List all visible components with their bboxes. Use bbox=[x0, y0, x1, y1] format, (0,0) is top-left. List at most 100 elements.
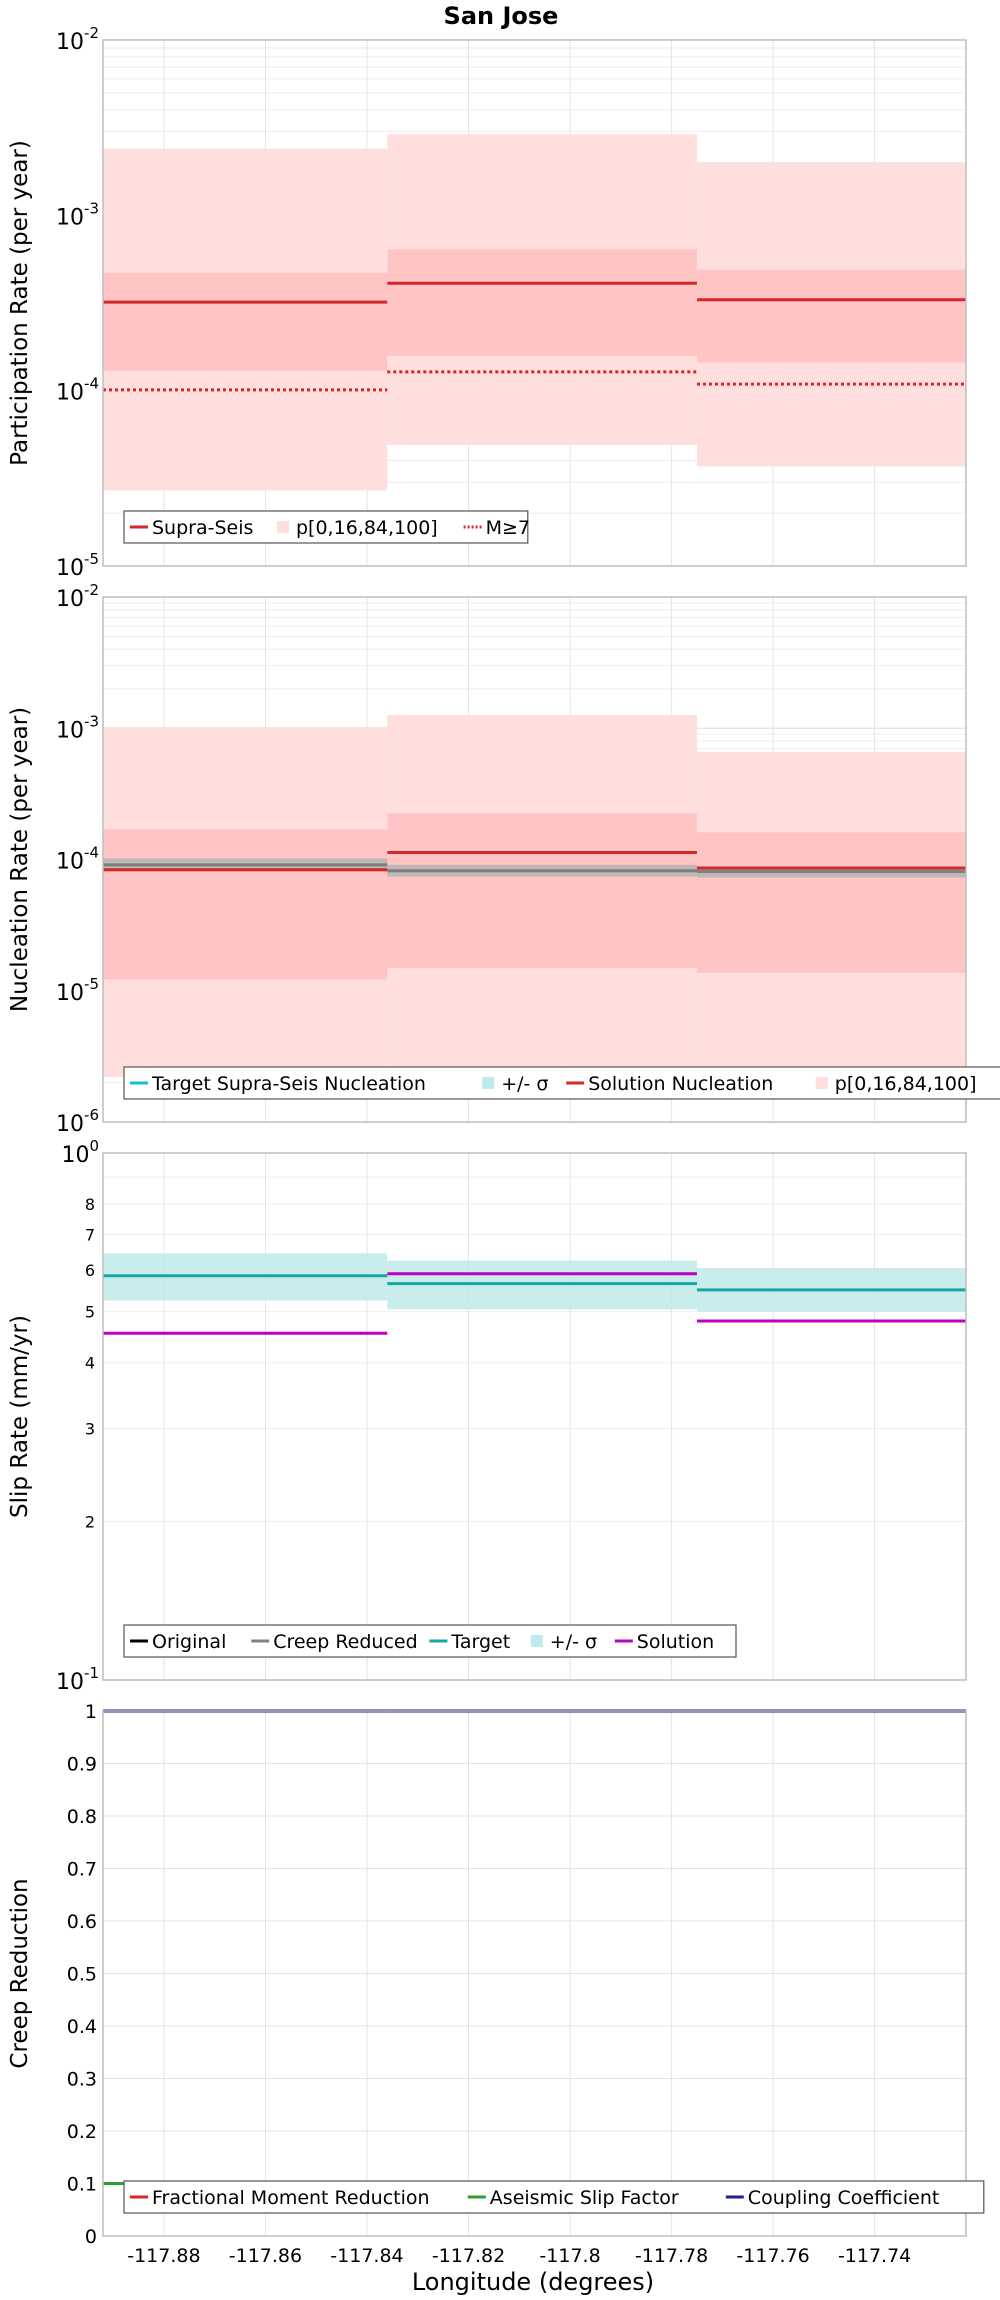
x-axis-label: Longitude (degrees) bbox=[412, 2268, 654, 2296]
y-tick-base: 10 bbox=[61, 1143, 89, 1168]
legend-label: Creep Reduced bbox=[273, 1631, 417, 1653]
legend-swatch-patch bbox=[482, 1077, 495, 1089]
plot-frame bbox=[102, 596, 967, 1123]
x-tick-label: -117.76 bbox=[736, 2245, 809, 2267]
y-tick-label: 0.1 bbox=[67, 2174, 97, 2196]
legend-box bbox=[123, 1066, 1000, 1100]
y-tick-exponent: -3 bbox=[84, 712, 99, 730]
legend: Original Creep Reduced Target +/- σ Solution bbox=[123, 1624, 737, 1658]
legend-label: Aseismic Slip Factor bbox=[490, 2187, 679, 2209]
y-tick-label: 7 bbox=[85, 1226, 95, 1245]
band-inner-segment bbox=[103, 829, 388, 980]
legend: Supra-Seis p[0,16,84,100] M≥7 bbox=[123, 510, 530, 544]
y-tick-label: 0.4 bbox=[67, 2016, 97, 2038]
band-inner-segment bbox=[696, 832, 966, 973]
y-tick-base: 10 bbox=[56, 205, 84, 230]
y-tick-base: 10 bbox=[56, 1670, 84, 1695]
legend-label: Target Supra-Seis Nucleation bbox=[151, 1073, 426, 1095]
x-tick-label: -117.78 bbox=[635, 2245, 708, 2267]
plot-frame bbox=[102, 1710, 967, 2237]
legend: Target Supra-Seis Nucleation +/- σ Solutio… bbox=[123, 1066, 1000, 1100]
legend-label: p[0,16,84,100] bbox=[296, 517, 438, 539]
y-tick-label: 0.6 bbox=[67, 1911, 97, 1933]
y-tick-exponent: -3 bbox=[84, 199, 99, 217]
y-axis-label: Creep Reduction bbox=[7, 1878, 33, 2068]
y-tick-label: 5 bbox=[85, 1303, 95, 1322]
y-tick-base: 10 bbox=[56, 30, 84, 55]
y-tick-label: 0 bbox=[85, 2226, 97, 2248]
y-tick-exponent: -4 bbox=[84, 375, 99, 393]
y-tick-label: 8 bbox=[85, 1195, 95, 1214]
legend-label: Fractional Moment Reduction bbox=[152, 2187, 430, 2209]
y-tick-label: 10-4 bbox=[56, 375, 99, 406]
x-tick-label: -117.84 bbox=[330, 2245, 403, 2267]
y-tick-label: 0.2 bbox=[67, 2121, 97, 2143]
legend: Fractional Moment Reduction Aseismic Slip… bbox=[123, 2180, 985, 2214]
y-tick-base: 10 bbox=[56, 981, 84, 1006]
legend-swatch-patch bbox=[277, 521, 289, 533]
legend-label: Coupling Coefficient bbox=[748, 2187, 940, 2209]
y-tick-base: 10 bbox=[56, 850, 84, 875]
y-tick-label: 100 bbox=[61, 1137, 99, 1168]
band-inner-segment bbox=[696, 269, 966, 363]
y-tick-label: 10-4 bbox=[56, 844, 99, 875]
legend-label: Solution Nucleation bbox=[588, 1073, 773, 1095]
chart-title: San Jose bbox=[444, 2, 559, 30]
legend-label: Original bbox=[152, 1631, 226, 1653]
panel-4: 0 0.1 0.2 0.3 0.4 0.5 0.6 0.7 0.8 0.9 1 Creep Reduc… bbox=[7, 1701, 985, 2267]
y-tick-label: 0.7 bbox=[67, 1859, 97, 1881]
y-tick-label: 2 bbox=[85, 1512, 95, 1531]
y-tick-label: 10-2 bbox=[56, 581, 99, 612]
legend-label: Solution bbox=[637, 1631, 714, 1653]
y-tick-label: 0.5 bbox=[67, 1964, 97, 1986]
y-axis-label: Slip Rate (mm/yr) bbox=[7, 1315, 33, 1518]
y-tick-label: 1 bbox=[85, 1701, 97, 1723]
y-tick-label: 0.8 bbox=[67, 1806, 97, 1828]
y-tick-label: 0.9 bbox=[67, 1754, 97, 1776]
legend-box bbox=[123, 510, 529, 544]
y-tick-exponent: -6 bbox=[84, 1106, 99, 1124]
legend-label: +/- σ bbox=[550, 1631, 597, 1653]
y-tick-label: 3 bbox=[85, 1420, 95, 1439]
y-tick-exponent: -5 bbox=[84, 975, 99, 993]
y-tick-exponent: -2 bbox=[84, 581, 99, 599]
plot-frame bbox=[102, 39, 967, 567]
y-tick-label: 4 bbox=[85, 1354, 95, 1373]
plot-frame bbox=[102, 1152, 967, 1681]
y-tick-base: 10 bbox=[56, 587, 84, 612]
y-tick-base: 10 bbox=[56, 556, 84, 581]
band-inner-segment bbox=[103, 272, 388, 371]
legend-label: M≥7 bbox=[486, 517, 530, 539]
y-tick-exponent: -4 bbox=[84, 844, 99, 862]
x-tick-label: -117.8 bbox=[539, 2245, 600, 2267]
y-tick-label: 10-6 bbox=[56, 1106, 99, 1137]
y-tick-label: 10-3 bbox=[56, 712, 99, 743]
y-tick-label: 10-5 bbox=[56, 975, 99, 1006]
legend-box bbox=[123, 2180, 985, 2214]
legend-swatch-patch bbox=[815, 1077, 828, 1089]
legend-swatch-patch bbox=[530, 1635, 543, 1647]
x-tick-label: -117.86 bbox=[229, 2245, 302, 2267]
y-tick-label: 0.3 bbox=[67, 2069, 97, 2091]
y-axis-label: Nucleation Rate (per year) bbox=[7, 707, 33, 1012]
y-tick-label: 10-1 bbox=[56, 1664, 99, 1695]
y-tick-label: 10-2 bbox=[56, 24, 99, 55]
y-tick-base: 10 bbox=[56, 1112, 84, 1137]
x-tick-label: -117.74 bbox=[838, 2245, 911, 2267]
y-tick-label: 10-5 bbox=[56, 550, 99, 581]
y-tick-exponent: 0 bbox=[89, 1137, 99, 1155]
x-tick-label: -117.88 bbox=[127, 2245, 200, 2267]
x-tick-label: -117.82 bbox=[432, 2245, 505, 2267]
y-tick-base: 10 bbox=[56, 381, 84, 406]
legend-label: Target bbox=[450, 1631, 510, 1653]
legend-label: +/- σ bbox=[501, 1073, 548, 1095]
y-tick-label: 6 bbox=[85, 1261, 95, 1280]
band-inner-segment bbox=[387, 813, 697, 969]
legend-label: Supra-Seis bbox=[152, 517, 253, 539]
y-tick-exponent: -5 bbox=[84, 550, 99, 568]
